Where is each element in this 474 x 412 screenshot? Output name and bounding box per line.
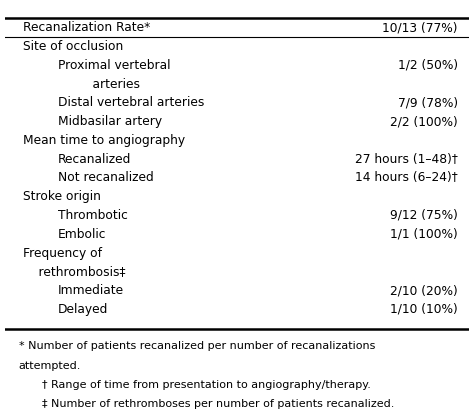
Text: Recanalization Rate*: Recanalization Rate* [23, 21, 151, 34]
Text: 7/9 (78%): 7/9 (78%) [398, 96, 457, 109]
Text: Proximal vertebral: Proximal vertebral [58, 59, 171, 72]
Text: arteries: arteries [77, 77, 140, 91]
Text: Thrombotic: Thrombotic [58, 209, 128, 222]
Text: † Range of time from presentation to angiography/therapy.: † Range of time from presentation to ang… [42, 380, 371, 390]
Text: Recanalized: Recanalized [58, 153, 131, 166]
Text: 1/2 (50%): 1/2 (50%) [398, 59, 457, 72]
Text: Frequency of: Frequency of [23, 246, 102, 260]
Text: 27 hours (1–48)†: 27 hours (1–48)† [355, 153, 457, 166]
Text: Mean time to angiography: Mean time to angiography [23, 134, 185, 147]
Text: * Number of patients recanalized per number of recanalizations: * Number of patients recanalized per num… [18, 341, 375, 351]
Text: 9/12 (75%): 9/12 (75%) [390, 209, 457, 222]
Text: Distal vertebral arteries: Distal vertebral arteries [58, 96, 205, 109]
Text: 2/10 (20%): 2/10 (20%) [390, 284, 457, 297]
Text: rethrombosis‡: rethrombosis‡ [23, 265, 126, 279]
Text: 1/1 (100%): 1/1 (100%) [390, 228, 457, 241]
Text: ‡ Number of rethromboses per number of patients recanalized.: ‡ Number of rethromboses per number of p… [42, 399, 394, 410]
Text: Embolic: Embolic [58, 228, 107, 241]
Text: Midbasilar artery: Midbasilar artery [58, 115, 162, 128]
Text: Immediate: Immediate [58, 284, 124, 297]
Text: 10/13 (77%): 10/13 (77%) [382, 21, 457, 34]
Text: Site of occlusion: Site of occlusion [23, 40, 124, 53]
Text: 2/2 (100%): 2/2 (100%) [390, 115, 457, 128]
Text: Not recanalized: Not recanalized [58, 171, 154, 185]
Text: Delayed: Delayed [58, 303, 109, 316]
Text: Stroke origin: Stroke origin [23, 190, 101, 203]
Text: 1/10 (10%): 1/10 (10%) [390, 303, 457, 316]
Text: attempted.: attempted. [18, 360, 81, 371]
Text: 14 hours (6–24)†: 14 hours (6–24)† [355, 171, 457, 185]
